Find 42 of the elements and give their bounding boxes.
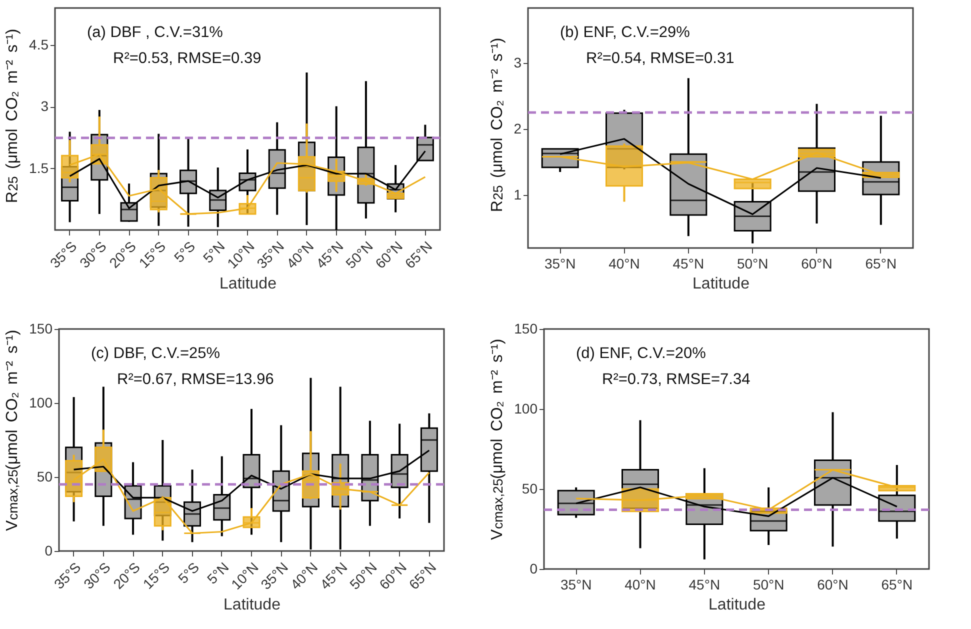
annotation: (d) ENF, C.V.=20%	[576, 345, 706, 362]
y-tick-label: 2	[514, 120, 522, 136]
annotation: (c) DBF, C.V.=25%	[91, 345, 220, 362]
x-tick-label: 5°N	[204, 559, 232, 588]
annotation: R²=0.54, RMSE=0.31	[586, 50, 734, 67]
y-tick-label: 50	[522, 480, 538, 496]
x-tick-label: 40°N	[624, 576, 656, 592]
y-tick-label: 3	[514, 54, 522, 70]
x-tick-label: 65°N	[881, 576, 913, 592]
y-tick-label: 3	[40, 98, 49, 114]
y-tick-label: 100	[29, 394, 53, 410]
x-tick-label: 5°S	[174, 559, 202, 586]
x-tick-label: 50°N	[736, 256, 768, 272]
y-tick-label: 100	[514, 400, 538, 416]
y-tick-label: 0	[530, 560, 538, 576]
annotation: R²=0.53, RMSE=0.39	[113, 50, 262, 67]
x-axis-title: Latitude	[692, 276, 750, 292]
x-tick-label: 35°N	[560, 576, 592, 592]
x-tick-label: 45°N	[672, 256, 704, 272]
x-axis-title: Latitude	[224, 596, 281, 614]
x-tick-label: 60°N	[801, 256, 832, 272]
y-tick-label: 150	[29, 320, 53, 336]
x-tick-label: 5°N	[200, 238, 228, 266]
x-tick-label: 65°N	[865, 256, 897, 272]
x-tick-label: 35°N	[544, 256, 576, 272]
x-tick-label: 45°N	[688, 576, 720, 592]
annotation: R²=0.67, RMSE=13.96	[117, 371, 274, 388]
x-tick-label: 50°N	[752, 576, 784, 592]
y-tick-label: 4.5	[29, 36, 49, 52]
x-tick-label: 5°S	[170, 238, 198, 266]
x-tick-label: 60°N	[817, 576, 848, 592]
y-tick-label: 150	[514, 320, 538, 336]
x-tick-label: 40°N	[608, 256, 640, 272]
y-tick-label: 0	[44, 542, 53, 558]
annotation: (a) DBF , C.V.=31%	[87, 24, 224, 41]
x-axis-title: Latitude	[220, 276, 277, 293]
y-tick-label: 1	[514, 186, 522, 203]
annotation: (b) ENF, C.V.=29%	[560, 24, 690, 41]
x-axis-title: Latitude	[708, 596, 766, 614]
y-tick-label: 50	[36, 468, 53, 484]
annotation: R²=0.73, RMSE=7.34	[602, 371, 751, 388]
y-tick-label: 1.5	[29, 160, 49, 176]
